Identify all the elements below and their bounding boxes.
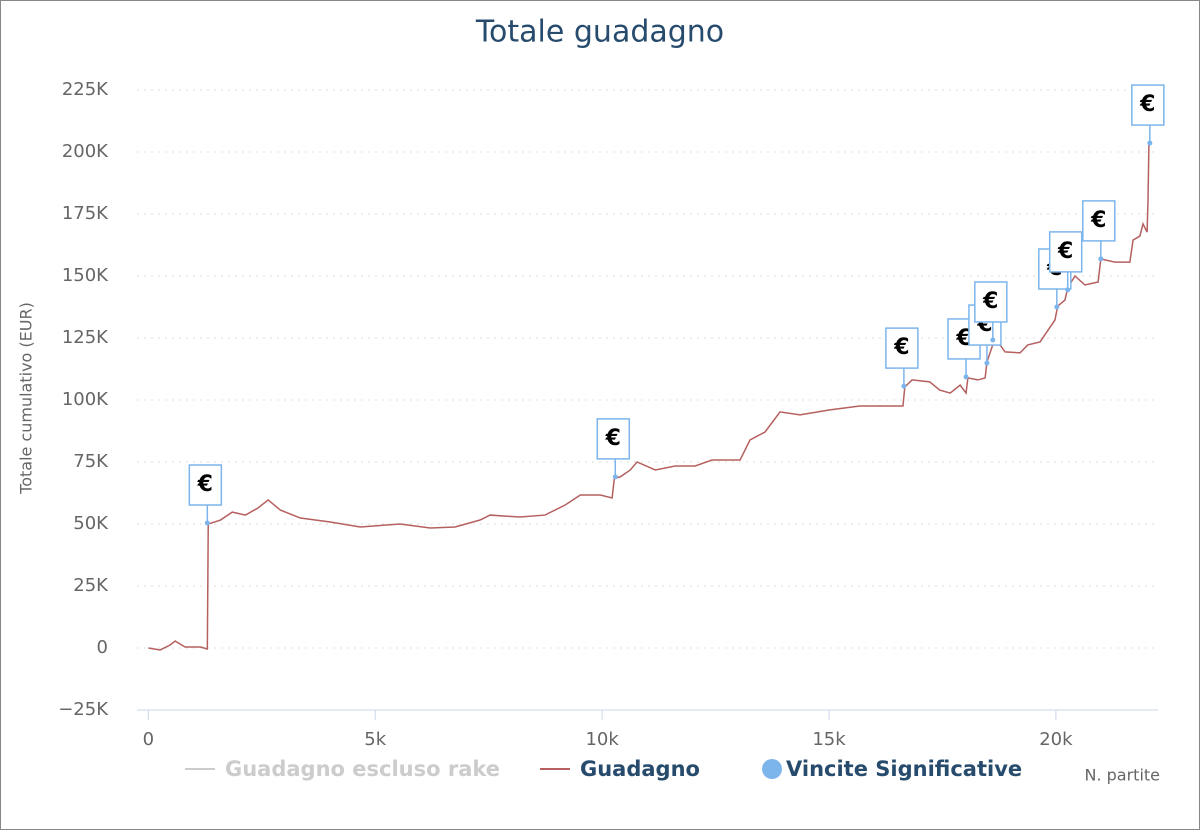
- win-point: [204, 520, 210, 526]
- legend-label[interactable]: Vincite Significative: [786, 757, 1022, 781]
- x-tick-label: 20k: [1039, 729, 1073, 750]
- win-point: [1147, 140, 1153, 146]
- flag-label: €: [197, 472, 213, 497]
- flag: [596, 418, 631, 460]
- y-tick-label: 125K: [62, 327, 109, 348]
- win-point: [1054, 304, 1060, 310]
- legend-label[interactable]: Guadagno escluso rake: [225, 757, 500, 781]
- x-axis-title: N. partite: [1084, 766, 1160, 785]
- x-tick-label: 10k: [585, 729, 619, 750]
- x-tick-label: 5k: [364, 729, 386, 750]
- y-tick-label: 175K: [62, 203, 109, 224]
- win-point: [984, 360, 990, 366]
- flag-label: €: [1090, 208, 1106, 233]
- x-tick-label: 0: [143, 729, 154, 750]
- flag: [1082, 200, 1116, 242]
- flag-label: €: [982, 289, 998, 314]
- chart-title: Totale guadagno: [475, 15, 724, 50]
- legend-label[interactable]: Guadagno: [580, 757, 700, 781]
- win-point: [990, 337, 996, 343]
- flag-label: €: [955, 326, 971, 351]
- flag-label: €: [1139, 92, 1155, 117]
- y-tick-label: 0: [97, 637, 108, 658]
- win-point: [901, 383, 907, 389]
- flag: [188, 464, 223, 506]
- y-tick-label: 50K: [73, 513, 109, 534]
- line-series: [148, 143, 1150, 651]
- flag-label: €: [893, 335, 909, 360]
- y-tick-label: 75K: [73, 451, 109, 472]
- y-tick-label: 200K: [62, 141, 109, 162]
- x-tick-label: 15k: [812, 729, 846, 750]
- y-tick-label: 25K: [73, 575, 109, 596]
- y-tick-label: 225K: [62, 79, 109, 100]
- win-point: [1098, 256, 1104, 262]
- flag-label: €: [1057, 239, 1073, 264]
- flag: [974, 281, 1008, 323]
- flag: [885, 327, 919, 369]
- y-axis-title: Totale cumulativo (EUR): [17, 302, 36, 495]
- flag: [1048, 231, 1083, 273]
- y-tick-label: 100K: [62, 389, 109, 410]
- win-point: [1065, 287, 1071, 293]
- y-tick-label: 150K: [62, 265, 109, 286]
- y-tick-label: −25K: [58, 699, 109, 720]
- win-point: [612, 474, 618, 480]
- legend-symbol: [762, 759, 782, 779]
- flag: [1131, 84, 1165, 126]
- win-point: [963, 374, 969, 380]
- flag-label: €: [605, 426, 621, 451]
